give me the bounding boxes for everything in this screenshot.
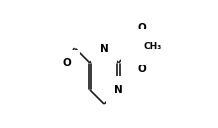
Text: N: N <box>100 44 109 54</box>
Text: O: O <box>63 58 71 68</box>
Text: CH₃: CH₃ <box>144 42 162 51</box>
Text: O: O <box>138 23 146 33</box>
Text: N: N <box>114 85 123 95</box>
Text: O: O <box>138 64 146 74</box>
Text: S: S <box>129 44 136 54</box>
